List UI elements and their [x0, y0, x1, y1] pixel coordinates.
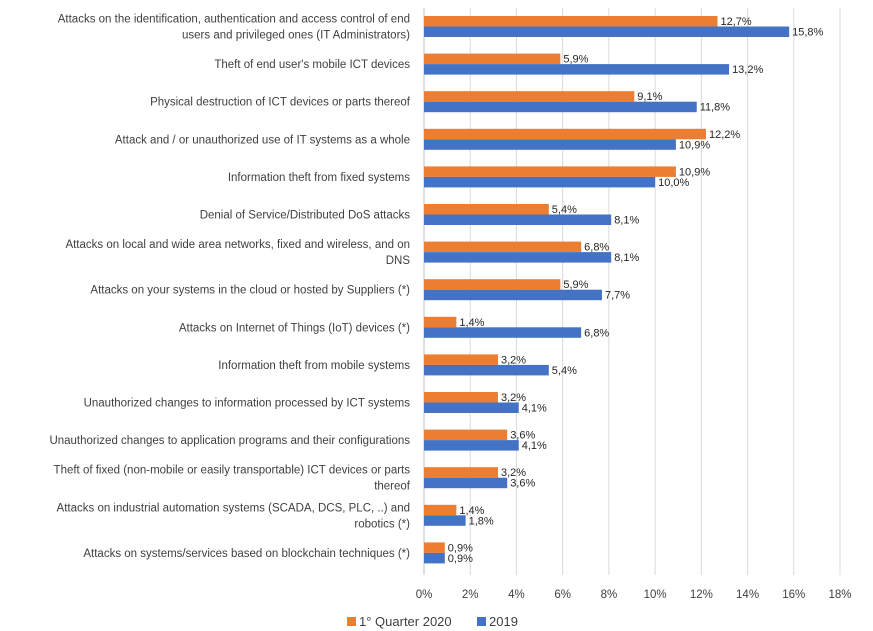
category-labels: Attacks on the identification, authentic…	[49, 14, 410, 560]
category-label: Denial of Service/Distributed DoS attack…	[200, 210, 411, 222]
bar	[424, 515, 466, 526]
data-label: 7,7%	[605, 290, 630, 302]
data-label: 8,1%	[614, 252, 639, 264]
bar	[424, 128, 706, 140]
legend-label: 2019	[489, 614, 518, 629]
bar	[424, 477, 508, 489]
data-label: 13,2%	[732, 64, 763, 76]
data-label: 15,8%	[792, 27, 823, 39]
bar	[424, 440, 519, 451]
category-label: thereof	[374, 481, 411, 493]
bar	[424, 289, 602, 301]
bar	[424, 364, 549, 376]
data-label: 10,9%	[679, 166, 710, 178]
bar	[424, 429, 508, 441]
data-label: 5,4%	[552, 365, 577, 377]
data-label: 4,1%	[522, 440, 547, 452]
category-label: robotics (*)	[354, 518, 410, 530]
x-tick-label: 8%	[601, 589, 618, 601]
x-tick-label: 2%	[462, 589, 479, 601]
legend: 1° Quarter 2020 2019	[347, 614, 518, 629]
data-label: 1,8%	[469, 515, 494, 527]
data-label: 10,9%	[679, 139, 710, 151]
category-label: Information theft from fixed systems	[228, 172, 410, 184]
bars: 12,7%15,8%5,9%13,2%9,1%11,8%12,2%10,9%10…	[424, 16, 824, 565]
category-label: Unauthorized changes to application prog…	[49, 435, 410, 447]
bar	[424, 354, 498, 365]
data-label: 3,6%	[510, 430, 535, 442]
data-label: 12,7%	[721, 16, 752, 28]
data-label: 0,9%	[448, 553, 473, 565]
category-label: Attacks on local and wide area networks,…	[65, 239, 410, 251]
data-label: 11,8%	[700, 102, 731, 114]
data-label: 5,4%	[552, 204, 577, 216]
category-label: Theft of end user's mobile ICT devices	[214, 59, 410, 71]
bar	[424, 552, 445, 564]
legend-label: 1° Quarter 2020	[359, 614, 452, 629]
data-label: 8,1%	[614, 215, 639, 227]
x-tick-label: 10%	[644, 589, 667, 601]
bar	[424, 504, 457, 516]
bar	[424, 26, 790, 37]
x-tick-label: 4%	[508, 589, 525, 601]
bar	[424, 241, 582, 253]
bar	[424, 139, 676, 150]
data-label: 6,8%	[584, 327, 609, 339]
data-label: 6,8%	[584, 242, 609, 254]
category-label: Unauthorized changes to information proc…	[84, 398, 411, 410]
bar	[424, 91, 635, 102]
x-tick-label: 14%	[736, 589, 759, 601]
category-label: users and privileged ones (IT Administra…	[182, 30, 410, 42]
x-tick-label: 0%	[416, 589, 433, 601]
bar	[424, 214, 612, 225]
x-axis-ticks: 0% 2% 4% 6% 8% 10% 12% 14% 16% 18%	[416, 589, 852, 601]
bar	[424, 53, 561, 65]
data-label: 9,1%	[637, 91, 662, 103]
x-tick-label: 12%	[690, 589, 713, 601]
bar	[424, 392, 498, 403]
data-label: 5,9%	[563, 54, 588, 66]
bar	[424, 327, 582, 338]
data-label: 12,2%	[709, 129, 740, 141]
bar	[424, 252, 612, 263]
x-tick-label: 16%	[782, 589, 805, 601]
category-label: Attacks on systems/services based on blo…	[83, 548, 410, 560]
data-label: 3,2%	[501, 392, 526, 404]
bar	[424, 16, 718, 27]
legend-swatch	[347, 617, 356, 626]
category-label: DNS	[386, 255, 411, 267]
data-label: 5,9%	[563, 279, 588, 291]
data-label: 4,1%	[522, 403, 547, 415]
data-label: 3,2%	[501, 467, 526, 479]
x-tick-label: 6%	[554, 589, 571, 601]
bar	[424, 64, 730, 75]
bar	[424, 101, 697, 113]
bar	[424, 176, 656, 188]
category-label: Attacks on your systems in the cloud or …	[90, 285, 410, 297]
category-label: Information theft from mobile systems	[218, 360, 410, 372]
data-label: 10,0%	[658, 177, 689, 189]
data-label: 0,9%	[448, 542, 473, 554]
category-label: Attacks on Internet of Things (IoT) devi…	[179, 322, 410, 334]
bar	[424, 402, 519, 413]
data-label: 1,4%	[459, 317, 484, 329]
data-label: 3,2%	[501, 354, 526, 366]
data-label: 1,4%	[459, 505, 484, 517]
bar	[424, 166, 676, 177]
category-label: Physical destruction of ICT devices or p…	[150, 97, 411, 109]
category-label: Attack and / or unauthorized use of IT s…	[115, 134, 410, 146]
bar	[424, 279, 561, 290]
bar	[424, 467, 498, 478]
category-label: Attacks on industrial automation systems…	[57, 502, 410, 514]
bar	[424, 316, 457, 328]
bar	[424, 204, 549, 215]
category-label: Attacks on the identification, authentic…	[58, 14, 410, 26]
category-label: Theft of fixed (non-mobile or easily tra…	[54, 465, 411, 477]
x-tick-label: 18%	[828, 589, 851, 601]
bar	[424, 542, 445, 553]
data-label: 3,6%	[510, 478, 535, 490]
legend-swatch	[477, 617, 486, 626]
